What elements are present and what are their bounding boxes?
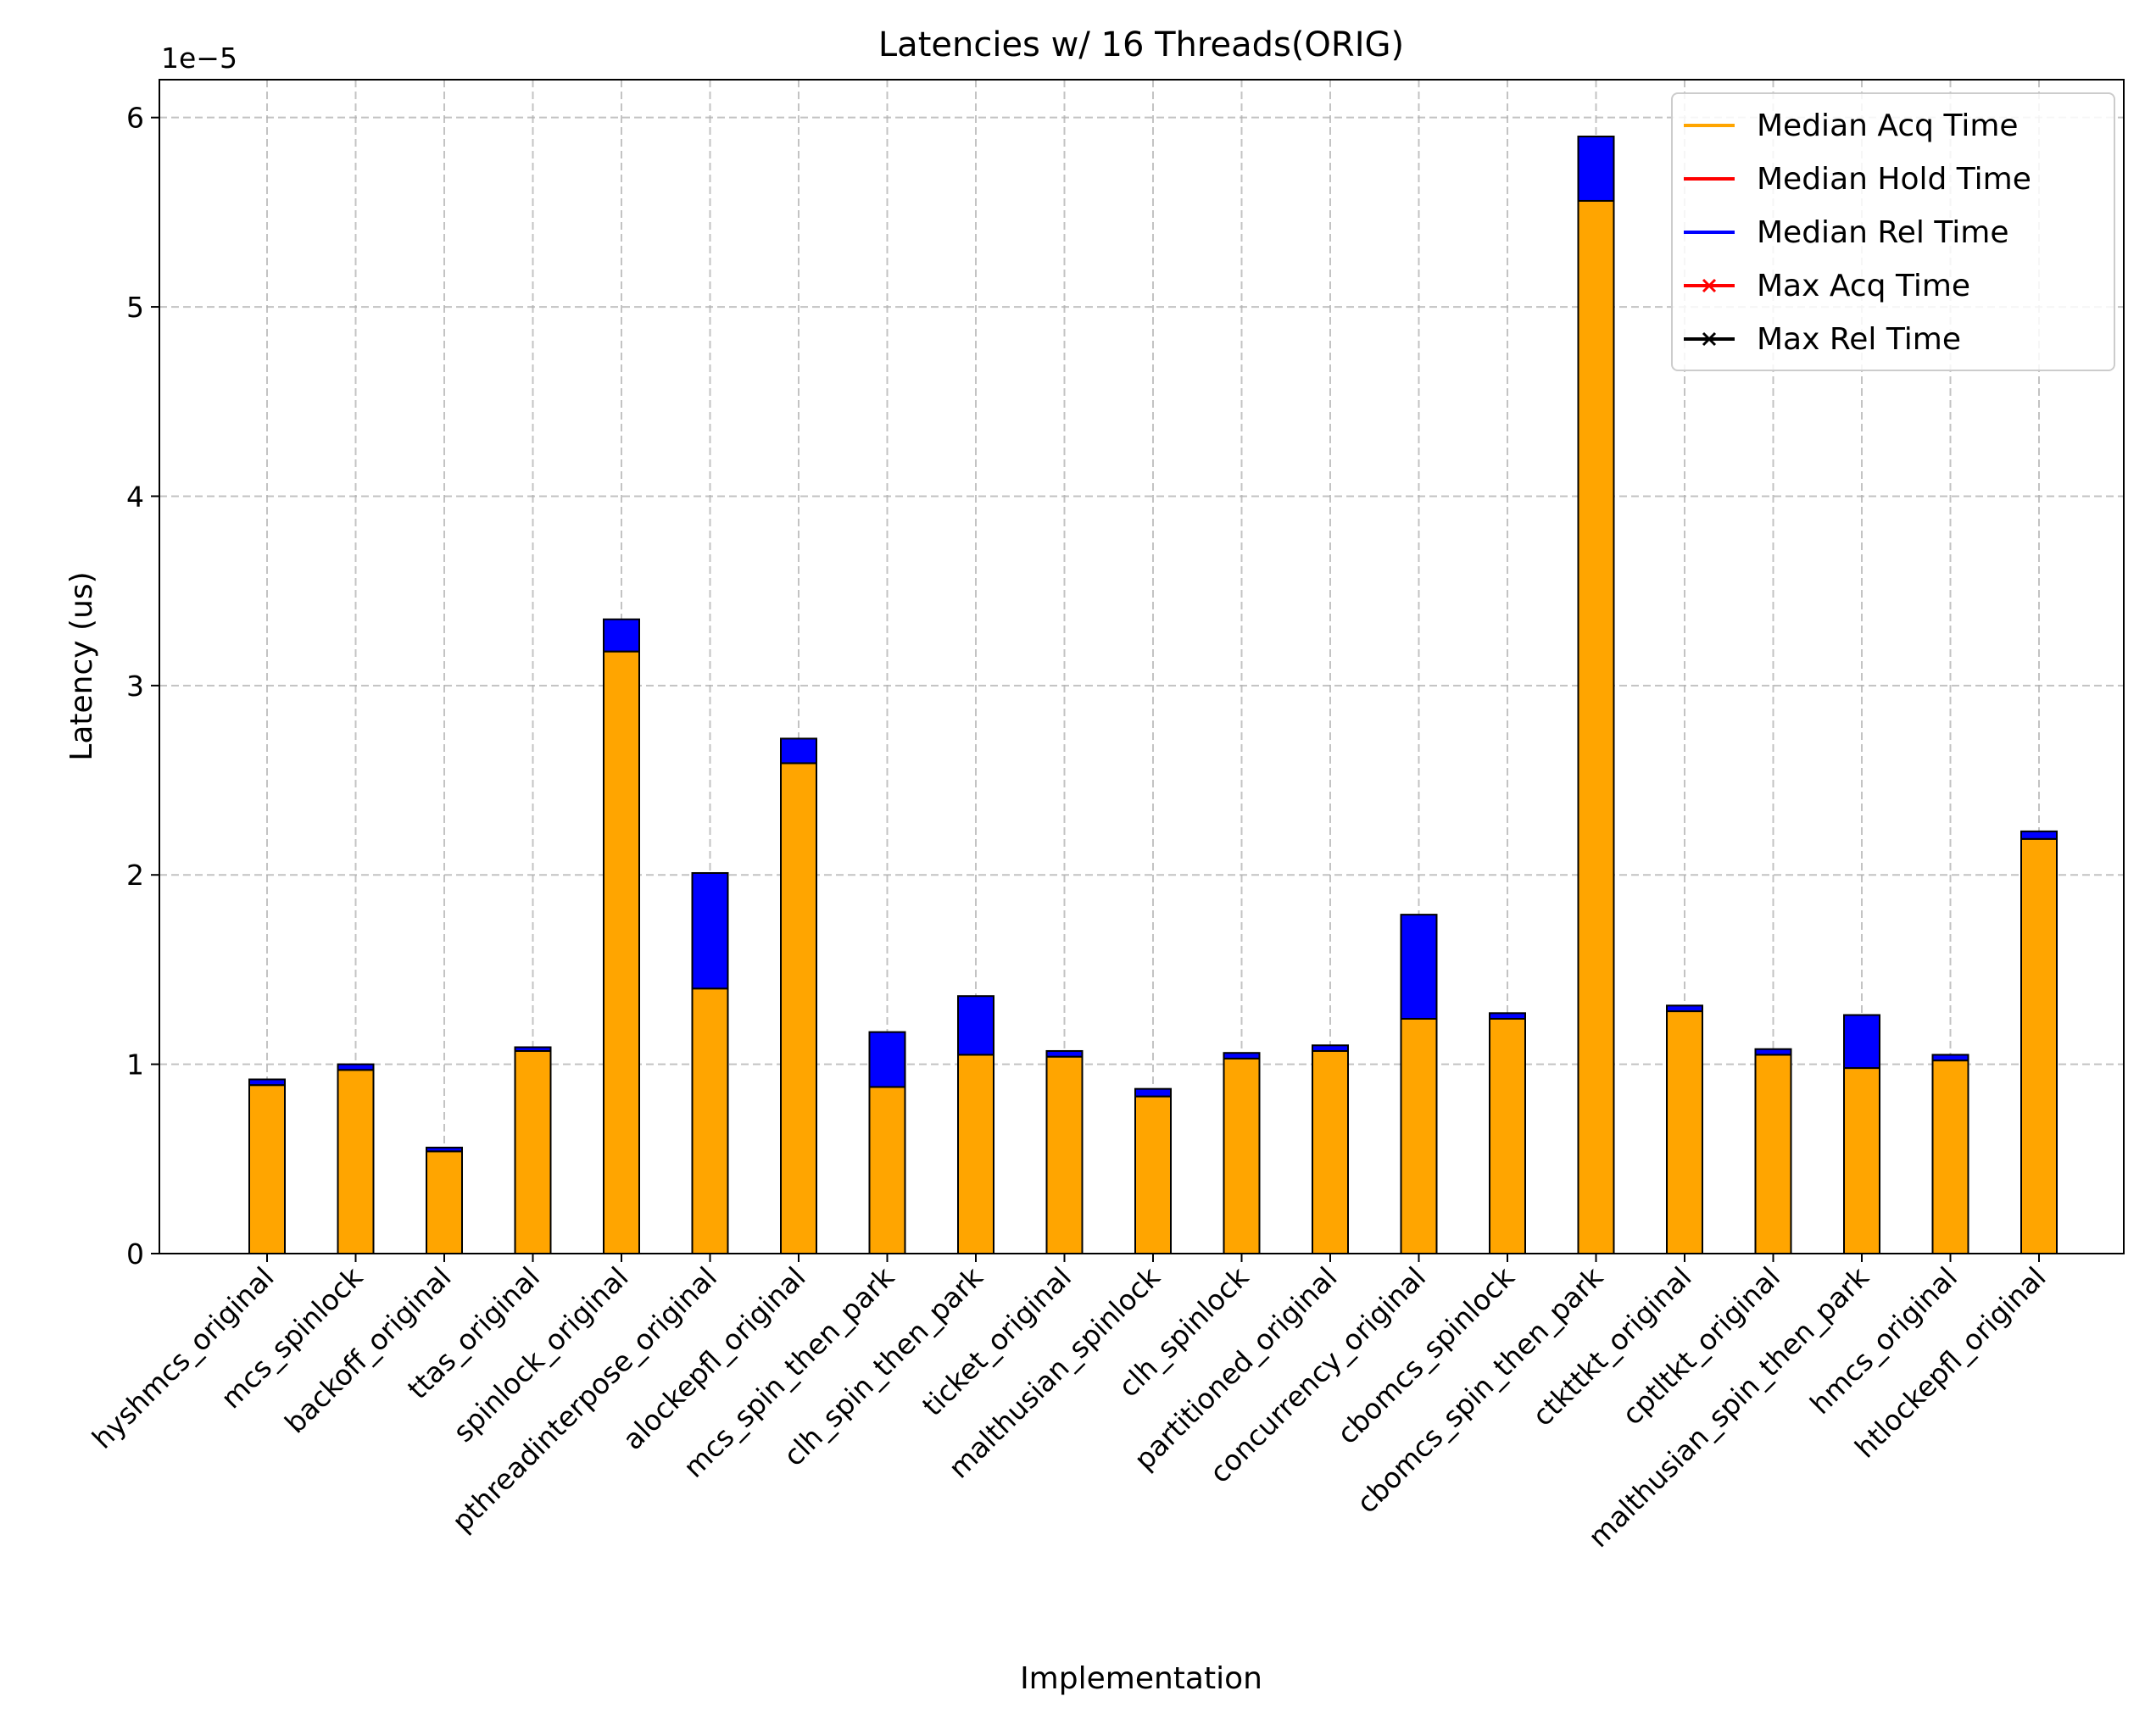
bar-median-rel-time [426, 1146, 463, 1153]
chart-title: Latencies w/ 16 Threads(ORIG) [878, 25, 1404, 64]
bar-median-rel-time [1666, 1004, 1703, 1013]
y-axis-scale-label: 1e−5 [161, 42, 237, 75]
legend-marker-x-icon [1702, 331, 1717, 347]
bar-median-acq-time [1223, 1057, 1261, 1254]
legend-label: Median Acq Time [1757, 108, 2019, 143]
bar-median-rel-time [691, 871, 729, 990]
bar-median-acq-time [1400, 1018, 1438, 1254]
plot-frame [159, 79, 2125, 1254]
bar-median-rel-time [337, 1063, 375, 1071]
bar-median-rel-time [1045, 1049, 1084, 1058]
bar-median-rel-time [1312, 1044, 1349, 1052]
y-tick-label: 6 [126, 102, 144, 135]
bar-median-acq-time [1754, 1054, 1792, 1255]
bar-median-rel-time [1931, 1054, 1969, 1062]
y-tick-label: 4 [126, 480, 144, 513]
y-tick-label: 5 [126, 291, 144, 324]
legend-label: Median Rel Time [1757, 215, 2008, 250]
legend-label: Median Hold Time [1757, 162, 2031, 197]
y-tick-label: 1 [126, 1048, 144, 1082]
bar-median-acq-time [248, 1084, 286, 1254]
bar-median-rel-time [1134, 1087, 1172, 1098]
bar-median-rel-time [603, 618, 640, 653]
y-tick-label: 0 [126, 1237, 144, 1271]
x-axis-label: Implementation [1020, 1661, 1262, 1696]
bars [248, 136, 2058, 1255]
legend-label: Max Rel Time [1757, 322, 1961, 357]
bar-median-rel-time [1223, 1052, 1261, 1059]
bar-median-acq-time [691, 987, 729, 1254]
bar-median-rel-time [780, 737, 817, 765]
bar-median-acq-time [1843, 1067, 1880, 1255]
bar-median-acq-time [514, 1049, 552, 1255]
bar-median-acq-time [957, 1054, 994, 1255]
bar-median-rel-time [1489, 1012, 1526, 1020]
bar-median-rel-time [868, 1031, 906, 1088]
y-axis-label: Latency (us) [64, 571, 99, 760]
bar-median-acq-time [337, 1069, 375, 1255]
bar-median-acq-time [868, 1086, 906, 1254]
legend-box [1671, 92, 2115, 371]
legend-label: Max Acq Time [1757, 269, 1970, 303]
bar-median-acq-time [1666, 1010, 1703, 1255]
y-tick-label: 3 [126, 670, 144, 703]
bar-median-acq-time [1134, 1095, 1172, 1255]
bar-median-rel-time [1400, 914, 1438, 1020]
bar-median-acq-time [1045, 1055, 1084, 1254]
bar-median-rel-time [957, 995, 994, 1056]
bar-median-rel-time [1754, 1048, 1792, 1056]
bar-median-acq-time [1312, 1049, 1349, 1255]
bar-median-acq-time [2020, 837, 2058, 1255]
bar-median-rel-time [514, 1046, 552, 1052]
bar-median-acq-time [1931, 1059, 1969, 1254]
legend-marker-x-icon [1702, 278, 1717, 293]
bar-median-rel-time [2020, 830, 2058, 840]
bar-median-acq-time [603, 650, 640, 1254]
bar-median-acq-time [1577, 199, 1615, 1254]
legend: Median Acq Time Median Hold Time Median Re… [1671, 92, 2115, 371]
bar-median-rel-time [248, 1078, 286, 1087]
bar-median-rel-time [1577, 136, 1615, 202]
y-tick-label: 2 [126, 859, 144, 892]
bar-median-acq-time [780, 762, 817, 1254]
bar-median-acq-time [426, 1150, 463, 1255]
bar-median-rel-time [1843, 1014, 1880, 1070]
bar-median-acq-time [1489, 1018, 1526, 1254]
